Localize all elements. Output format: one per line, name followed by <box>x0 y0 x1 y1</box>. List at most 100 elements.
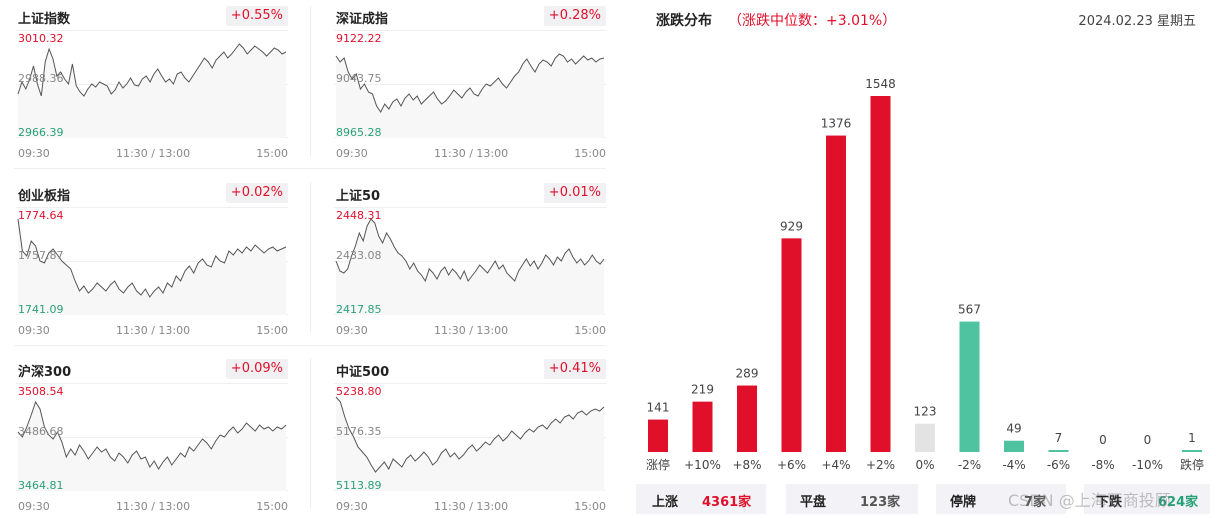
bar-value-label: 219 <box>691 383 714 397</box>
index-panel[interactable]: 深证成指 +0.28% 9122.22 9043.75 8965.28 09:30 11… <box>334 4 606 164</box>
prev-close-label: 9043.75 <box>336 72 382 85</box>
distribution-bar[interactable] <box>692 401 713 452</box>
high-price-label: 3508.54 <box>18 385 64 398</box>
index-change-badge: +0.09% <box>225 359 288 379</box>
price-area <box>336 397 604 491</box>
index-change-badge: +0.55% <box>225 6 288 26</box>
index-panel[interactable]: 上证指数 +0.55% 3010.32 2988.36 2966.39 09:30 11… <box>16 4 288 164</box>
summary-halt-label: 停牌 <box>950 495 977 510</box>
high-price-label: 2448.31 <box>336 209 382 222</box>
bar-value-label: 1548 <box>865 77 896 91</box>
price-line <box>17 43 287 97</box>
summary-up-value: 4361家 <box>702 495 752 510</box>
bar-value-label: 1 <box>1188 431 1196 445</box>
time-axis-label: 15:00 <box>256 147 288 160</box>
index-header: 深证成指 +0.28% <box>334 4 606 28</box>
time-axis-label: 11:30 / 13:00 <box>434 147 509 160</box>
trade-date: 2024.02.23 星期五 <box>1078 14 1196 29</box>
time-axis-label: 15:00 <box>574 500 606 513</box>
distribution-bar[interactable] <box>781 238 802 452</box>
price-area <box>18 44 286 138</box>
index-change-badge: +0.01% <box>543 183 606 203</box>
distribution-bar[interactable] <box>915 423 935 452</box>
time-axis-label: 15:00 <box>574 324 606 337</box>
intraday-line-chart <box>16 30 288 138</box>
high-price-label: 5238.80 <box>336 385 382 398</box>
bar-value-label: 929 <box>780 219 803 233</box>
summary-flat-label: 平盘 <box>800 495 827 510</box>
price-area <box>336 54 604 138</box>
bar-category-label: +10% <box>684 458 721 472</box>
time-axis-label: 11:30 / 13:00 <box>116 324 191 337</box>
distribution-bar[interactable] <box>826 135 846 453</box>
index-name: 上证50 <box>336 189 381 204</box>
bar-category-label: 涨停 <box>646 457 670 472</box>
bar-category-label: +8% <box>732 458 761 472</box>
price-line <box>335 396 605 473</box>
bar-category-label: -2% <box>958 458 981 472</box>
distribution-bar[interactable] <box>870 96 891 452</box>
summary-flat-box: 平盘 123家 <box>786 484 918 514</box>
index-header: 上证指数 +0.55% <box>16 4 288 28</box>
low-price-label: 3464.81 <box>18 479 64 492</box>
distribution-bar[interactable] <box>1004 440 1024 452</box>
bar-value-label: 49 <box>1006 422 1021 436</box>
index-panel[interactable]: 上证50 +0.01% 2448.31 2433.08 2417.85 09:30 11… <box>334 181 606 341</box>
index-name: 创业板指 <box>18 189 71 204</box>
price-area <box>18 219 286 315</box>
time-axis-label: 09:30 <box>18 147 50 160</box>
intraday-line-chart <box>334 207 606 315</box>
prev-close-label: 3486.68 <box>18 425 64 438</box>
index-header: 沪深300 +0.09% <box>16 357 288 381</box>
low-price-label: 2966.39 <box>18 126 64 139</box>
distribution-bar-chart: 141 涨停 219 +10% 289 +8% 929 +6% 1376 +4% 1548 +2% 12… <box>646 77 1204 472</box>
distribution-bar[interactable] <box>1048 450 1069 452</box>
time-axis-label: 11:30 / 13:00 <box>434 500 509 513</box>
high-price-label: 3010.32 <box>18 32 64 45</box>
prev-close-label: 2988.36 <box>18 72 64 85</box>
bar-value-label: 0 <box>1144 433 1152 447</box>
index-name: 中证500 <box>336 365 390 380</box>
distribution-bar[interactable] <box>737 385 757 452</box>
summary-flat-value: 123家 <box>860 495 901 510</box>
price-line <box>17 218 287 298</box>
index-header: 创业板指 +0.02% <box>16 181 288 205</box>
index-change-badge: +0.28% <box>543 6 606 26</box>
intraday-line-chart <box>16 207 288 315</box>
intraday-line-chart <box>334 30 606 138</box>
bar-value-label: 7 <box>1055 431 1063 445</box>
time-axis-label: 09:30 <box>336 324 368 337</box>
intraday-line-chart <box>16 383 288 491</box>
time-axis-label: 09:30 <box>18 324 50 337</box>
distribution-median: （涨跌中位数：+3.01%） <box>728 13 897 29</box>
distribution-bar[interactable] <box>648 419 668 452</box>
index-panel[interactable]: 中证500 +0.41% 5238.80 5176.35 5113.89 09:30 1… <box>334 357 606 517</box>
index-change-badge: +0.41% <box>543 359 606 379</box>
bar-category-label: 跌停 <box>1180 457 1204 472</box>
bar-value-label: 289 <box>736 367 759 381</box>
watermark: CSDN @上海亚商投顾 <box>1008 491 1171 510</box>
low-price-label: 8965.28 <box>336 126 382 139</box>
index-name: 上证指数 <box>18 12 71 27</box>
price-area <box>18 402 286 491</box>
distribution-bar[interactable] <box>959 321 980 452</box>
prev-close-label: 5176.35 <box>336 425 382 438</box>
distribution-bar[interactable] <box>1182 450 1202 452</box>
summary-down-label: 下跌 <box>1096 495 1123 510</box>
time-axis-label: 09:30 <box>336 147 368 160</box>
row-divider <box>14 345 606 346</box>
index-panel[interactable]: 沪深300 +0.09% 3508.54 3486.68 3464.81 09:30 1… <box>16 357 288 517</box>
summary-up-box: 上涨 4361家 <box>636 484 766 514</box>
bar-category-label: -10% <box>1132 458 1163 472</box>
high-price-label: 9122.22 <box>336 32 382 45</box>
price-line <box>335 218 605 283</box>
prev-close-label: 2433.08 <box>336 249 382 262</box>
bar-category-label: 0% <box>915 458 934 472</box>
bar-category-label: -6% <box>1047 458 1070 472</box>
price-area <box>336 219 604 315</box>
index-panel[interactable]: 创业板指 +0.02% 1774.64 1757.87 1741.09 09:30 11… <box>16 181 288 341</box>
column-divider <box>310 182 311 332</box>
time-axis-label: 15:00 <box>256 324 288 337</box>
bar-category-label: +4% <box>821 458 850 472</box>
time-axis-label: 15:00 <box>574 147 606 160</box>
